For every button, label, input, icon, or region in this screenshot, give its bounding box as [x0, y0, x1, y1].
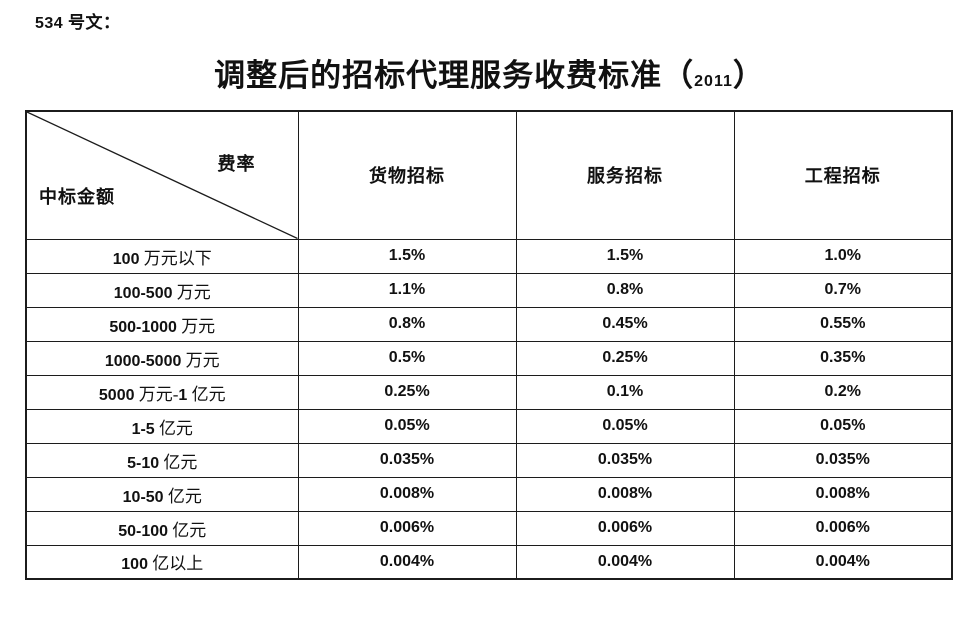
- rate-cell: 0.8%: [297, 306, 517, 342]
- row-label: 10-50 亿元: [25, 476, 299, 512]
- rate-cell: 0.55%: [733, 306, 953, 342]
- rate-cell: 0.45%: [515, 306, 735, 342]
- diagonal-divider-line: [27, 112, 298, 239]
- row-label: 100 万元以下: [25, 238, 299, 274]
- table-row: 10-50 亿元 0.008% 0.008% 0.008%: [25, 476, 953, 512]
- doc-number-label: 534 号文：: [35, 13, 121, 32]
- rate-cell: 0.008%: [733, 476, 953, 512]
- rate-cell: 1.5%: [297, 238, 517, 274]
- table-row: 5000 万元-1 亿元 0.25% 0.1% 0.2%: [25, 374, 953, 410]
- rate-cell: 0.004%: [515, 544, 735, 580]
- rate-cell: 0.7%: [733, 272, 953, 308]
- column-header-services: 服务招标: [515, 110, 735, 240]
- rate-cell: 0.25%: [297, 374, 517, 410]
- column-header-goods: 货物招标: [297, 110, 517, 240]
- rate-cell: 1.1%: [297, 272, 517, 308]
- rate-cell: 0.006%: [297, 510, 517, 546]
- row-label: 5000 万元-1 亿元: [25, 374, 299, 410]
- row-label: 500-1000 万元: [25, 306, 299, 342]
- rate-cell: 0.035%: [733, 442, 953, 478]
- rate-cell: 0.008%: [297, 476, 517, 512]
- table-row: 500-1000 万元 0.8% 0.45% 0.55%: [25, 306, 953, 342]
- rate-cell: 0.006%: [515, 510, 735, 546]
- row-label: 5-10 亿元: [25, 442, 299, 478]
- rate-cell: 0.006%: [733, 510, 953, 546]
- rate-cell: 0.2%: [733, 374, 953, 410]
- fee-rate-table: 费率 中标金额 货物招标 服务招标 工程招标 100 万元以下 1.5% 1.5…: [25, 110, 953, 580]
- table-header-row: 费率 中标金额 货物招标 服务招标 工程招标: [25, 110, 953, 240]
- row-label: 1000-5000 万元: [25, 340, 299, 376]
- table-row: 1000-5000 万元 0.5% 0.25% 0.35%: [25, 340, 953, 376]
- rate-cell: 0.1%: [515, 374, 735, 410]
- rate-cell: 0.5%: [297, 340, 517, 376]
- rate-cell: 0.004%: [733, 544, 953, 580]
- rate-cell: 0.8%: [515, 272, 735, 308]
- rate-cell: 0.25%: [515, 340, 735, 376]
- rate-cell: 1.0%: [733, 238, 953, 274]
- rate-cell: 0.008%: [515, 476, 735, 512]
- rate-cell: 0.035%: [515, 442, 735, 478]
- row-label: 50-100 亿元: [25, 510, 299, 546]
- row-label: 100-500 万元: [25, 272, 299, 308]
- corner-header-cell: 费率 中标金额: [25, 110, 299, 240]
- rate-cell: 0.035%: [297, 442, 517, 478]
- page-title: 调整后的招标代理服务收费标准（2011）: [214, 58, 765, 93]
- table-row: 100 亿以上 0.004% 0.004% 0.004%: [25, 544, 953, 580]
- row-label: 100 亿以上: [25, 544, 299, 580]
- rate-cell: 0.004%: [297, 544, 517, 580]
- table-row: 100 万元以下 1.5% 1.5% 1.0%: [25, 238, 953, 274]
- rate-cell: 0.05%: [297, 408, 517, 444]
- rate-cell: 0.05%: [515, 408, 735, 444]
- table-row: 1-5 亿元 0.05% 0.05% 0.05%: [25, 408, 953, 444]
- row-label: 1-5 亿元: [25, 408, 299, 444]
- rate-cell: 1.5%: [515, 238, 735, 274]
- table-row: 50-100 亿元 0.006% 0.006% 0.006%: [25, 510, 953, 546]
- rate-cell: 0.35%: [733, 340, 953, 376]
- table-row: 100-500 万元 1.1% 0.8% 0.7%: [25, 272, 953, 308]
- table-row: 5-10 亿元 0.035% 0.035% 0.035%: [25, 442, 953, 478]
- corner-label-amount: 中标金额: [39, 186, 115, 207]
- rate-cell: 0.05%: [733, 408, 953, 444]
- corner-label-rate: 费率: [217, 154, 256, 174]
- column-header-engineering: 工程招标: [733, 110, 953, 240]
